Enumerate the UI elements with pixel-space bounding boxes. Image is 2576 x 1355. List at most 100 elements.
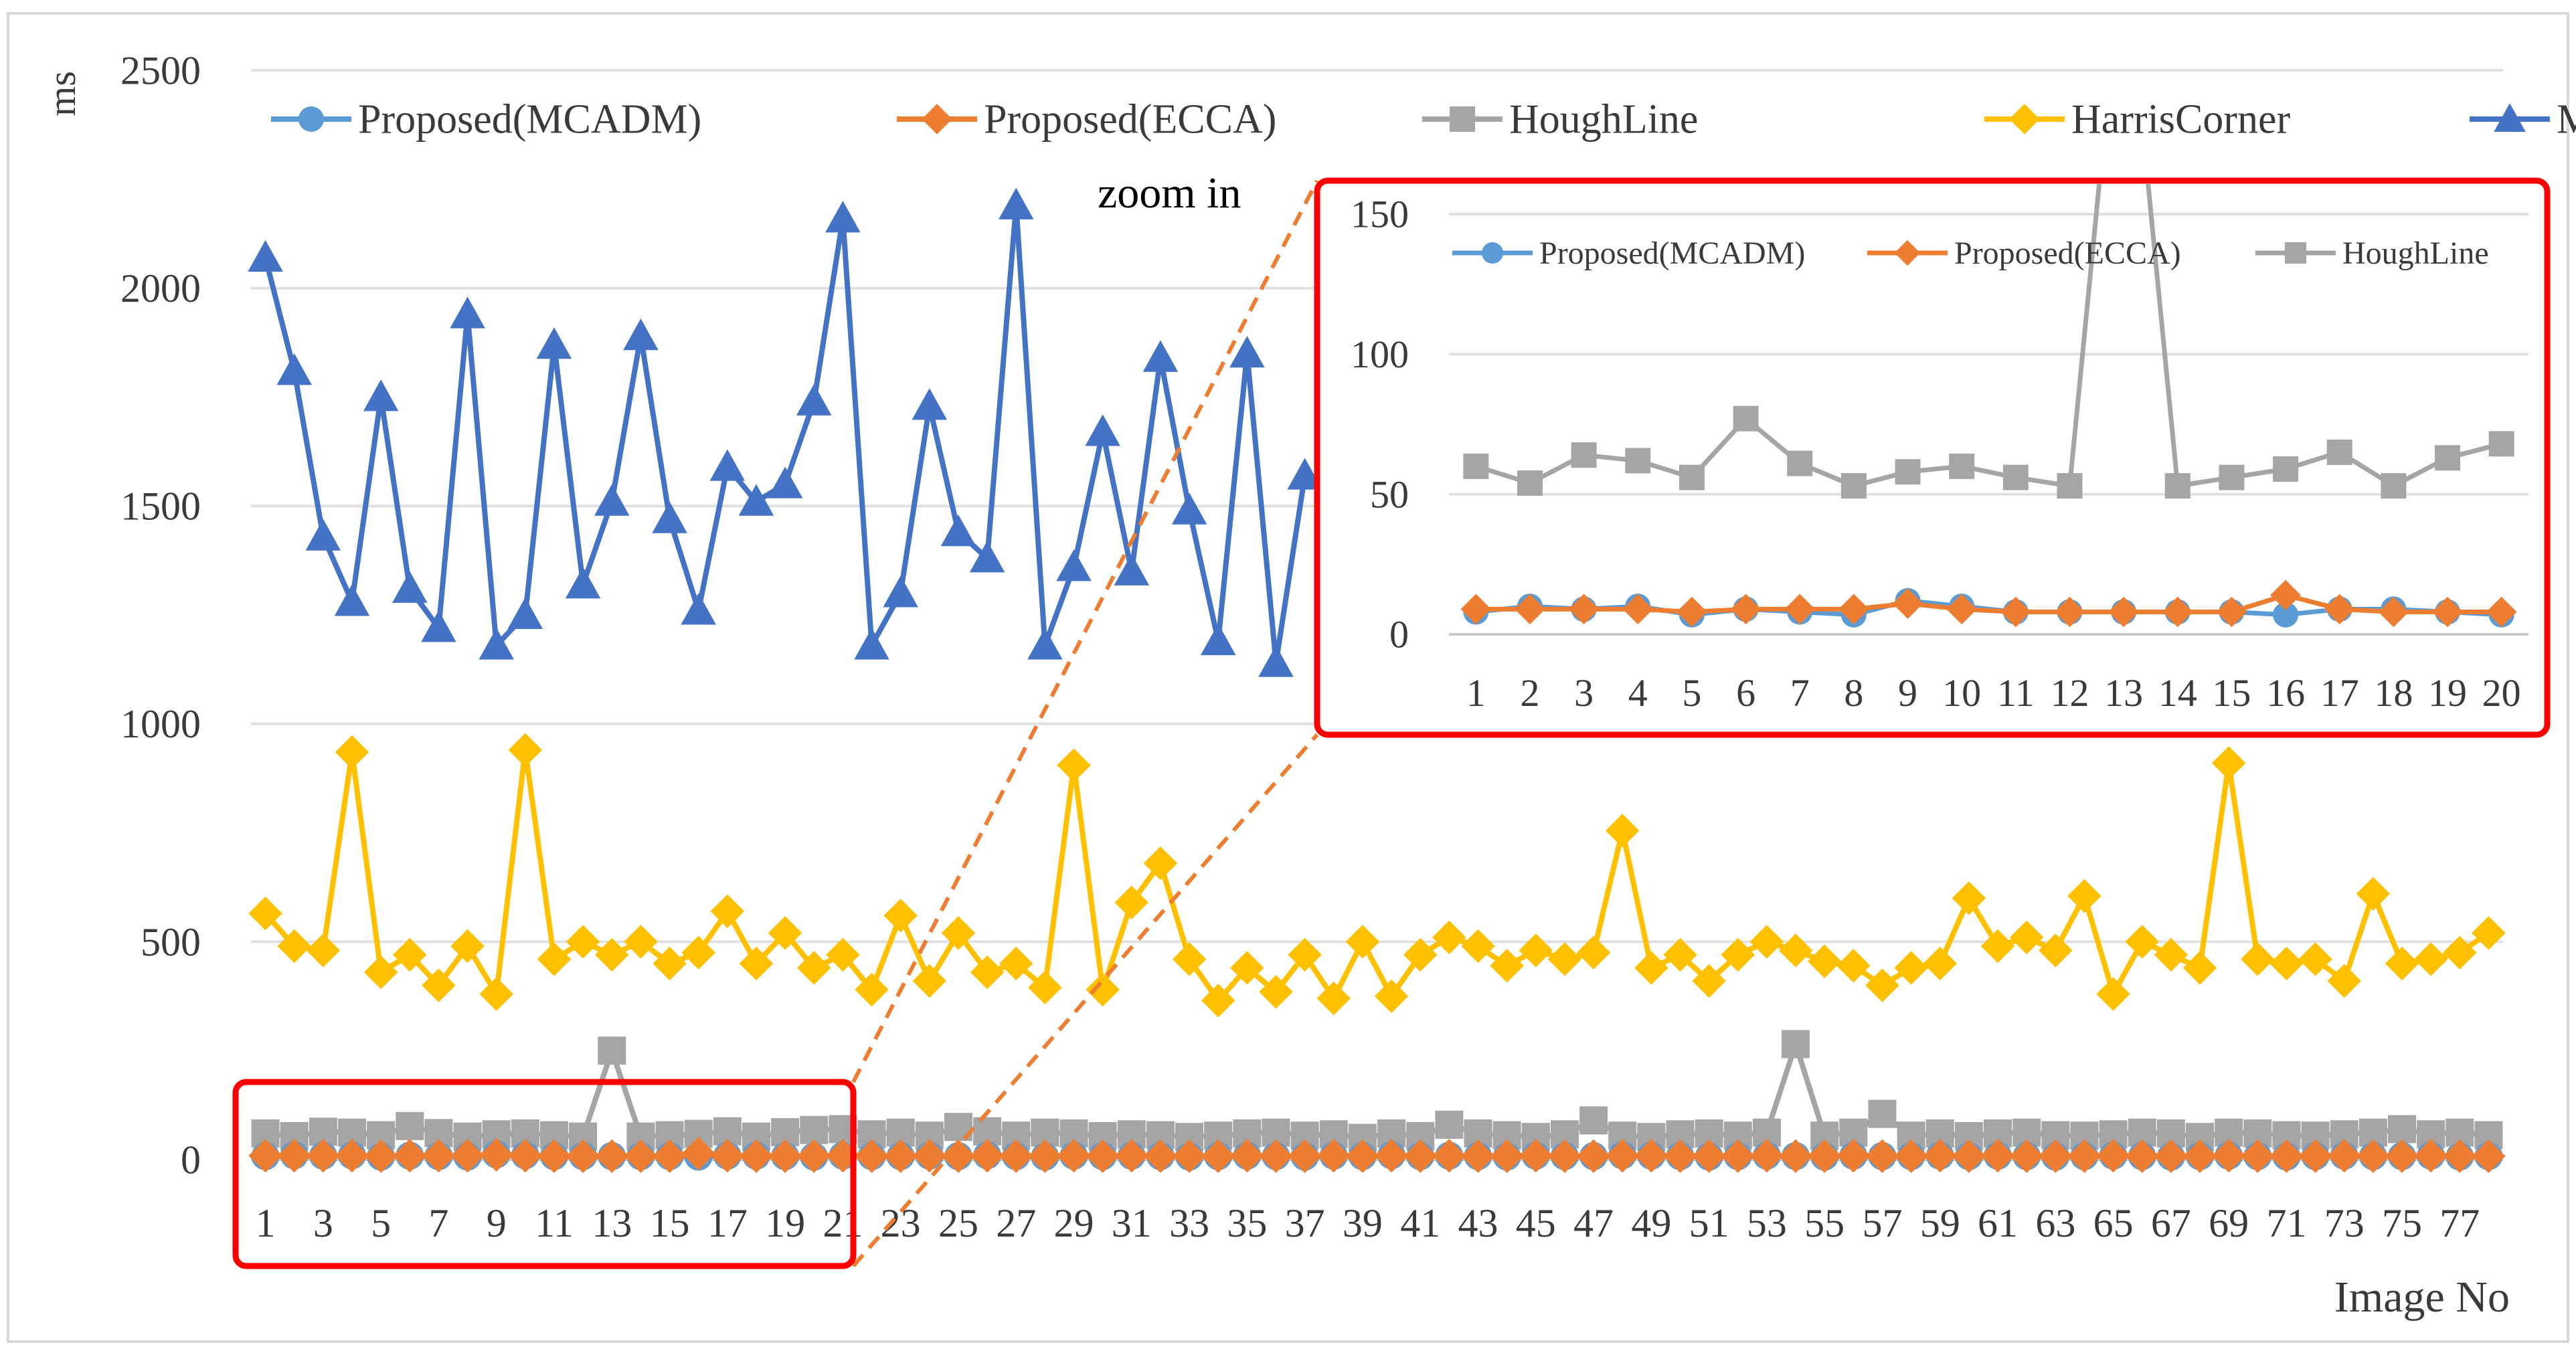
- main-data-point: [1923, 946, 1957, 981]
- main-data-point: [1980, 1138, 2015, 1173]
- main-data-point: [1490, 1139, 1524, 1173]
- main-data-point: [537, 1139, 572, 1173]
- main-data-point: [1403, 937, 1438, 972]
- main-data-point: [335, 735, 369, 770]
- main-data-point: [537, 942, 572, 976]
- main-y-tick-label: 2000: [120, 266, 201, 310]
- main-data-point: [1836, 1138, 1871, 1173]
- main-x-tick-label: 63: [2035, 1201, 2075, 1245]
- inset-data-point: [1733, 405, 1759, 432]
- inset-y-tick-label: 0: [1389, 613, 1409, 656]
- main-data-point: [276, 353, 312, 385]
- main-data-point: [396, 1111, 424, 1140]
- main-data-point: [536, 327, 572, 359]
- main-data-point: [2443, 935, 2477, 970]
- main-data-point: [1721, 937, 1755, 972]
- main-data-point: [422, 1138, 456, 1173]
- inset-x-tick-label: 2: [1520, 671, 1539, 715]
- main-data-point: [1547, 1139, 1582, 1173]
- inset-x-tick-label: 4: [1628, 671, 1648, 715]
- main-data-point: [1836, 949, 1871, 983]
- main-data-point: [767, 466, 803, 499]
- main-data-point: [2443, 1139, 2477, 1173]
- main-data-point: [2039, 933, 2073, 968]
- main-data-point: [796, 383, 832, 416]
- main-data-point: [335, 1138, 369, 1173]
- inset-y-tick-label: 100: [1351, 333, 1409, 376]
- main-data-point: [1894, 951, 1928, 985]
- inset-data-point: [1895, 459, 1921, 485]
- inset-x-tick-label: 14: [2158, 671, 2197, 715]
- main-data-point: [940, 515, 976, 547]
- main-data-point: [1028, 970, 1062, 1004]
- inset-x-tick-label: 20: [2482, 671, 2521, 715]
- main-data-point: [2182, 1139, 2217, 1173]
- main-x-tick-label: 35: [1227, 1201, 1267, 1245]
- main-data-point: [2211, 1138, 2246, 1173]
- inset-data-point: [1625, 448, 1651, 474]
- main-data-point: [1114, 1138, 1149, 1173]
- inset-data-point: [1571, 442, 1597, 468]
- main-x-tick-label: 23: [881, 1201, 921, 1245]
- main-x-tick-label: 1: [256, 1201, 276, 1245]
- inset-data-point: [2273, 456, 2299, 482]
- main-data-point: [508, 733, 543, 767]
- main-data-point: [450, 1138, 485, 1173]
- main-data-point: [1114, 553, 1150, 585]
- legend-label: HarrisCorner: [2071, 96, 2290, 142]
- main-data-point: [2327, 964, 2361, 998]
- main-y-tick-label: 0: [181, 1138, 201, 1182]
- inset-data-point: [1517, 470, 1543, 496]
- main-data-point: [1201, 984, 1235, 1018]
- main-data-point: [2269, 946, 2304, 981]
- main-data-point: [912, 1138, 947, 1173]
- main-x-tick-label: 45: [1516, 1201, 1556, 1245]
- main-data-point: [1782, 1030, 1810, 1059]
- main-data-point: [2241, 1139, 2275, 1173]
- inset-data-point: [1679, 464, 1705, 490]
- inset-data-point: [2057, 473, 2083, 499]
- main-data-point: [1143, 1139, 1178, 1173]
- main-x-tick-label: 65: [2093, 1201, 2134, 1245]
- main-data-point: [1057, 1138, 1091, 1173]
- zoom-connector-top: [851, 179, 1319, 1083]
- main-x-tick-label: 19: [765, 1201, 805, 1245]
- main-data-point: [1374, 979, 1409, 1013]
- main-y-tick-label: 1000: [120, 702, 201, 746]
- main-x-tick-label: 13: [592, 1201, 632, 1245]
- main-data-point: [969, 541, 1005, 573]
- main-x-tick-label: 41: [1400, 1201, 1440, 1245]
- main-data-point: [1923, 1138, 1957, 1173]
- main-data-point: [998, 187, 1034, 219]
- main-data-point: [1490, 949, 1524, 983]
- main-data-point: [797, 1139, 831, 1173]
- inset-x-tick-label: 7: [1790, 671, 1810, 715]
- main-data-point: [594, 484, 630, 516]
- main-data-point: [681, 935, 715, 970]
- main-x-tick-label: 43: [1458, 1201, 1498, 1245]
- main-y-tick-label: 1500: [120, 484, 201, 529]
- main-data-point: [912, 388, 948, 420]
- inset-data-point: [1730, 594, 1762, 625]
- x-axis-label: Image No: [2334, 1273, 2510, 1322]
- main-data-point: [1114, 885, 1149, 919]
- main-data-point: [1865, 968, 1899, 1002]
- main-x-tick-label: 25: [938, 1201, 978, 1245]
- inset-x-tick-label: 1: [1466, 671, 1486, 715]
- inset-data-point: [1677, 596, 1707, 628]
- legend-label: HoughLine: [1509, 96, 1698, 142]
- main-data-point: [2039, 1139, 2073, 1173]
- inset-data-point: [1784, 594, 1816, 625]
- inset-x-tick-label: 13: [2104, 671, 2143, 715]
- main-data-point: [1519, 933, 1553, 968]
- main-data-point: [1171, 492, 1207, 525]
- main-x-tick-label: 15: [650, 1201, 690, 1245]
- main-data-point: [768, 1139, 802, 1173]
- inset-data-point: [2000, 596, 2031, 628]
- inset-legend-label: Proposed(MCADM): [1539, 236, 1805, 271]
- main-data-point: [277, 929, 311, 964]
- main-data-point: [363, 955, 398, 990]
- main-data-point: [1692, 1139, 1726, 1173]
- main-data-point: [826, 937, 860, 972]
- main-data-point: [1605, 1138, 1640, 1173]
